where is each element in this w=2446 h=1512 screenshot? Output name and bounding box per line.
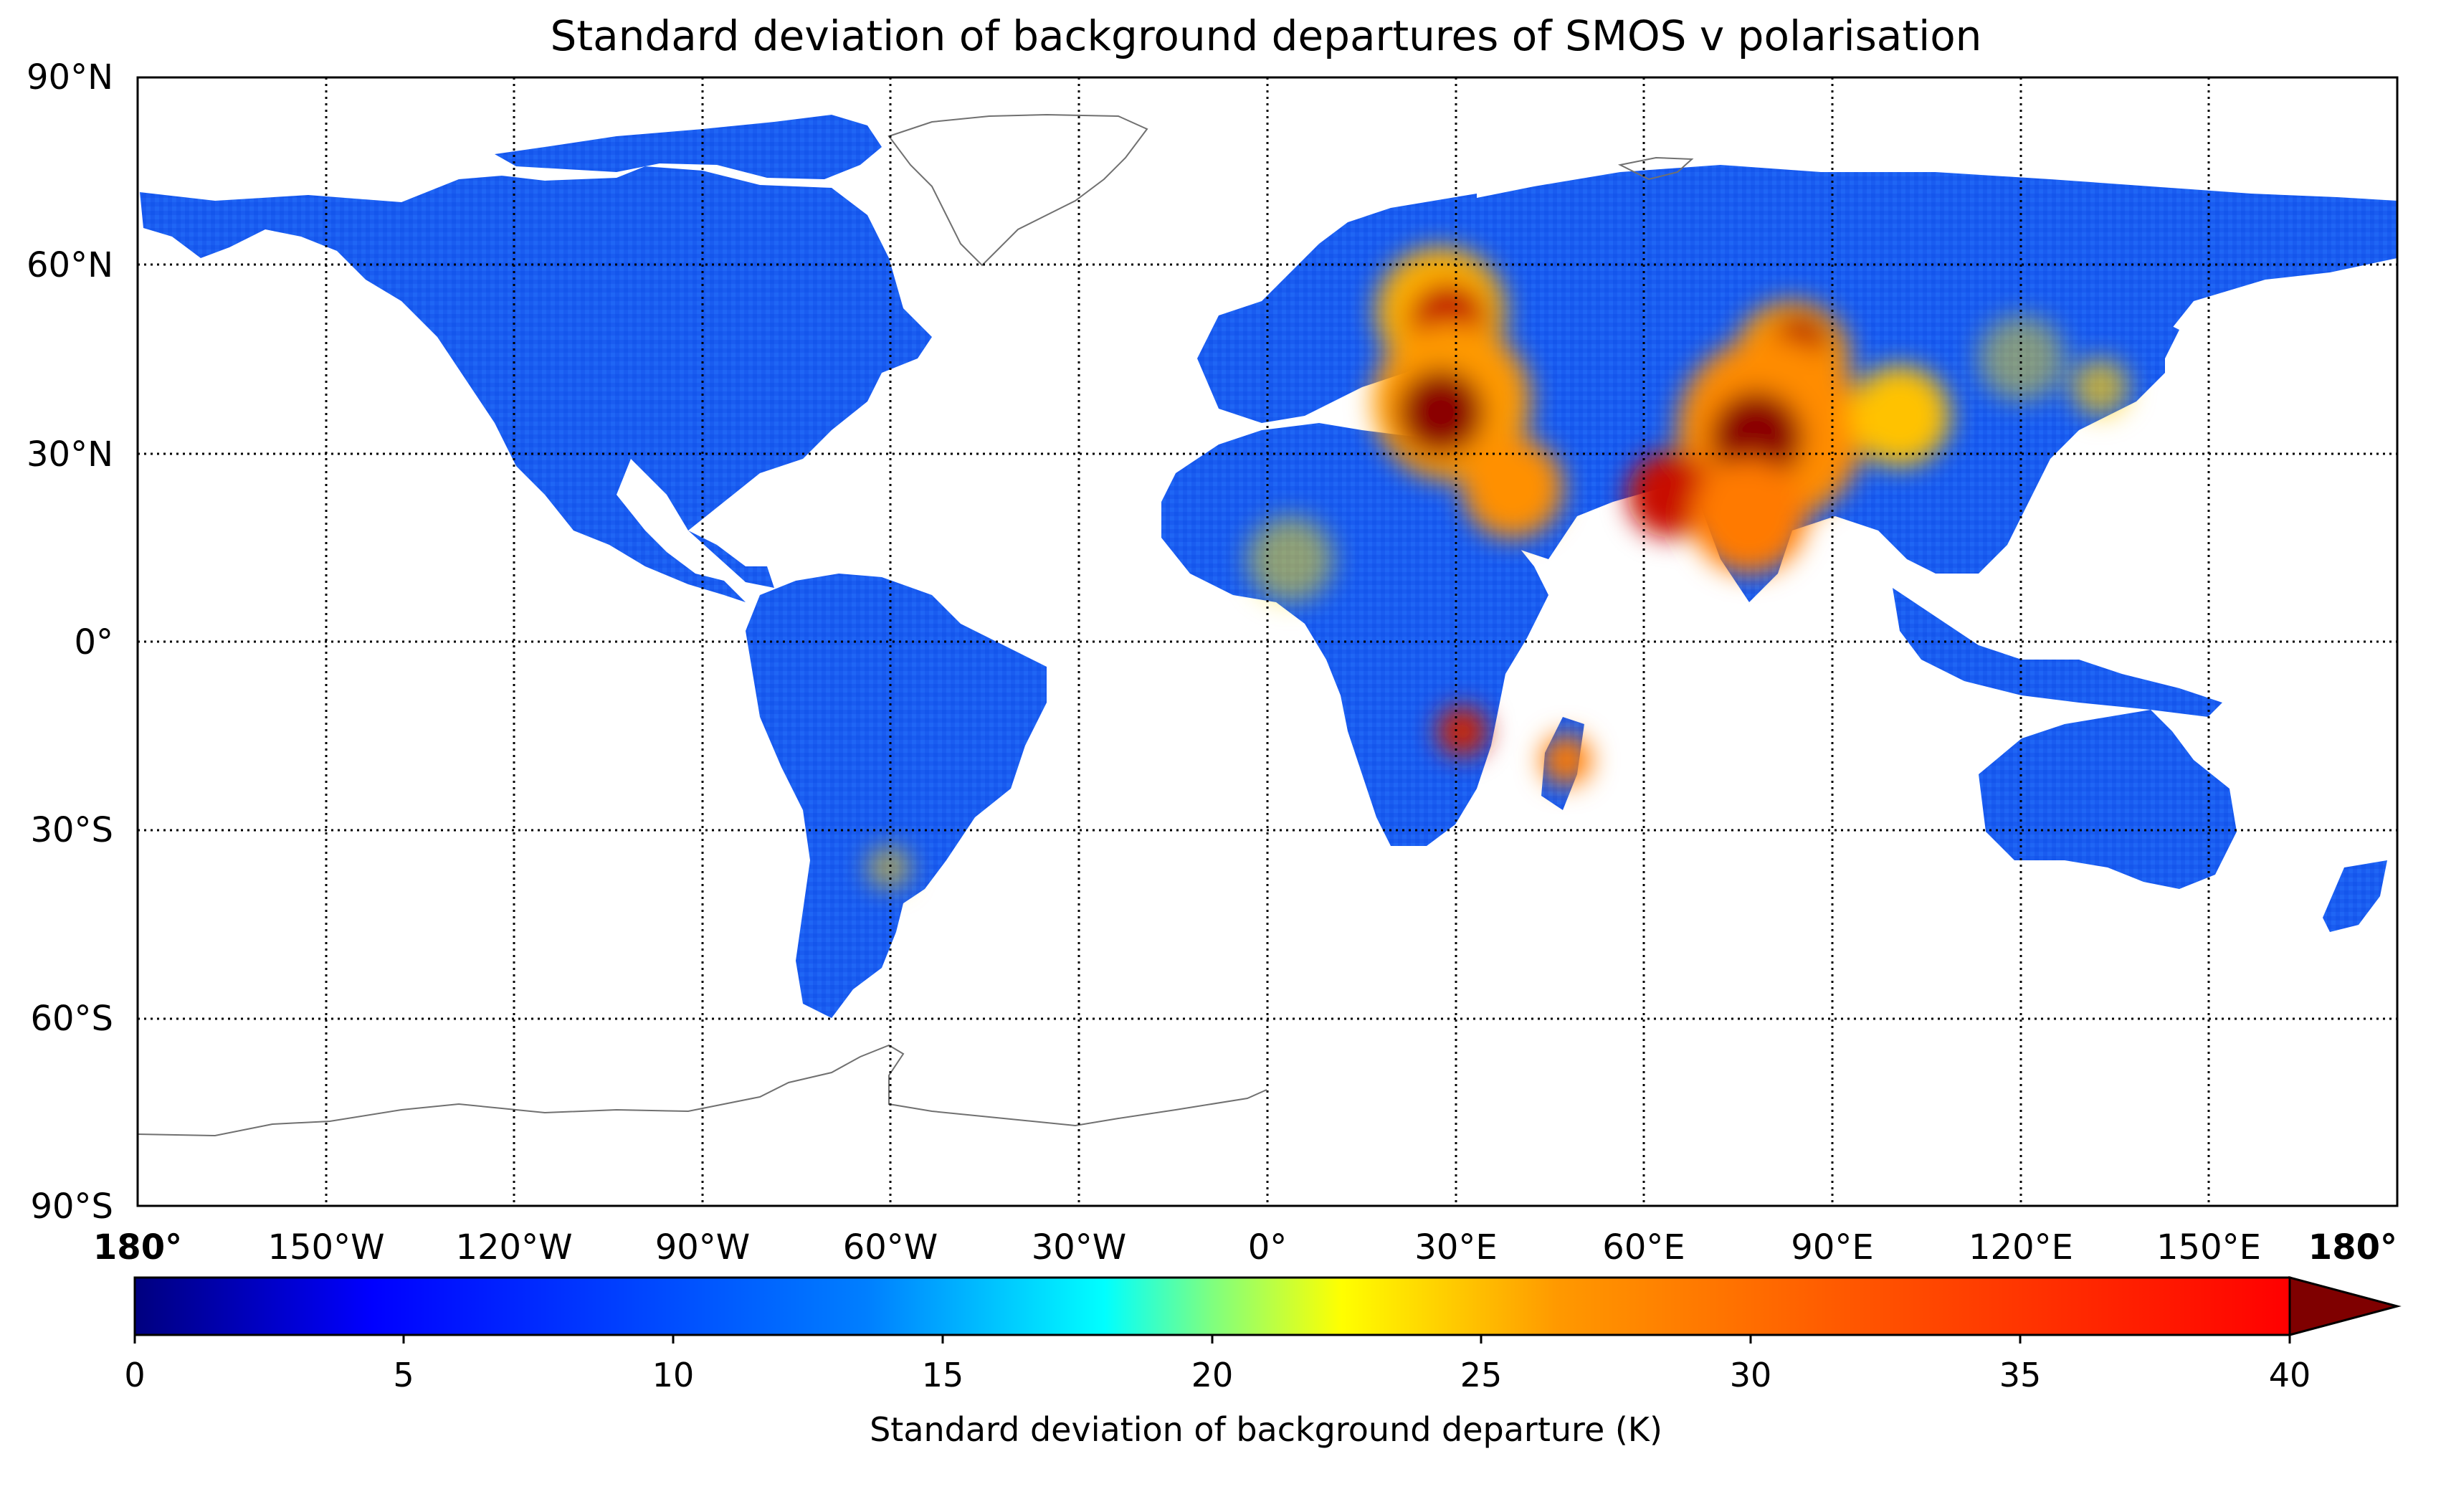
lon-label-30w: 30°W xyxy=(1032,1227,1127,1268)
land-fields xyxy=(140,115,2397,1018)
lon-label-150w: 150°W xyxy=(267,1227,384,1268)
australia-land xyxy=(1979,710,2237,889)
map-title: Standard deviation of background departu… xyxy=(551,11,1982,60)
lat-label-90s: 90°S xyxy=(30,1187,113,1227)
colorbar-extend-arrow xyxy=(2288,1276,2402,1336)
arctic-islands-land xyxy=(495,115,882,179)
lon-label-120w: 120°W xyxy=(455,1227,572,1268)
lat-label-60n: 60°N xyxy=(27,245,113,285)
greenland-coastline xyxy=(887,113,1148,267)
lon-label-180w: 180° xyxy=(93,1227,182,1268)
colorbar: 0 5 10 15 20 25 30 35 40 Standard deviat… xyxy=(124,1276,2402,1449)
lat-label-0: 0° xyxy=(74,622,113,662)
colorbar-tick-25: 25 xyxy=(1460,1356,1503,1394)
colorbar-tick-labels: 0 5 10 15 20 25 30 35 40 xyxy=(124,1356,2311,1394)
colorbar-tick-10: 10 xyxy=(652,1356,695,1394)
lat-label-30s: 30°S xyxy=(30,810,113,850)
central-america-land xyxy=(688,531,774,588)
colorbar-tick-20: 20 xyxy=(1191,1356,1234,1394)
north-america-land xyxy=(140,166,932,602)
lat-label-60s: 60°S xyxy=(30,999,113,1039)
indonesia-land xyxy=(1893,588,2222,717)
lon-label-90w: 90°W xyxy=(655,1227,751,1268)
lon-label-30e: 30°E xyxy=(1414,1227,1497,1268)
lat-label-30n: 30°N xyxy=(27,434,113,475)
colorbar-tick-marks xyxy=(133,1335,2291,1344)
high-departure-regions xyxy=(867,247,2129,889)
lat-label-90n: 90°N xyxy=(27,57,113,98)
arctic-coastline xyxy=(1617,156,1694,181)
map-plot-area: 90°N 60°N 30°N 0° 30°S 60°S 90°S 180° 15… xyxy=(27,57,2399,1268)
map-frame xyxy=(136,76,2399,1207)
colorbar-tick-5: 5 xyxy=(393,1356,414,1394)
colorbar-tick-40: 40 xyxy=(2269,1356,2311,1394)
antarctica-coastline xyxy=(137,1044,1267,1137)
lon-label-0: 0° xyxy=(1248,1227,1288,1268)
colorbar-tick-15: 15 xyxy=(922,1356,964,1394)
gridlines xyxy=(138,77,2397,1206)
lon-label-120e: 120°E xyxy=(1969,1227,2073,1268)
lon-label-90e: 90°E xyxy=(1791,1227,1873,1268)
latitude-labels: 90°N 60°N 30°N 0° 30°S 60°S 90°S xyxy=(27,57,113,1227)
colorbar-label: Standard deviation of background departu… xyxy=(870,1410,1662,1449)
colorbar-tick-0: 0 xyxy=(124,1356,145,1394)
south-america-land xyxy=(746,574,1047,1018)
new-zealand-land xyxy=(2323,860,2387,932)
longitude-labels: 180° 150°W 120°W 90°W 60°W 30°W 0° 30°E … xyxy=(93,1227,2397,1268)
colorbar-tick-35: 35 xyxy=(1999,1356,2042,1394)
colorbar-gradient xyxy=(133,1276,2291,1336)
lon-label-150e: 150°E xyxy=(2156,1227,2261,1268)
lon-label-180e: 180° xyxy=(2308,1227,2397,1268)
colorbar-tick-30: 30 xyxy=(1730,1356,1772,1394)
lon-label-60e: 60°E xyxy=(1602,1227,1685,1268)
lon-label-60w: 60°W xyxy=(843,1227,938,1268)
